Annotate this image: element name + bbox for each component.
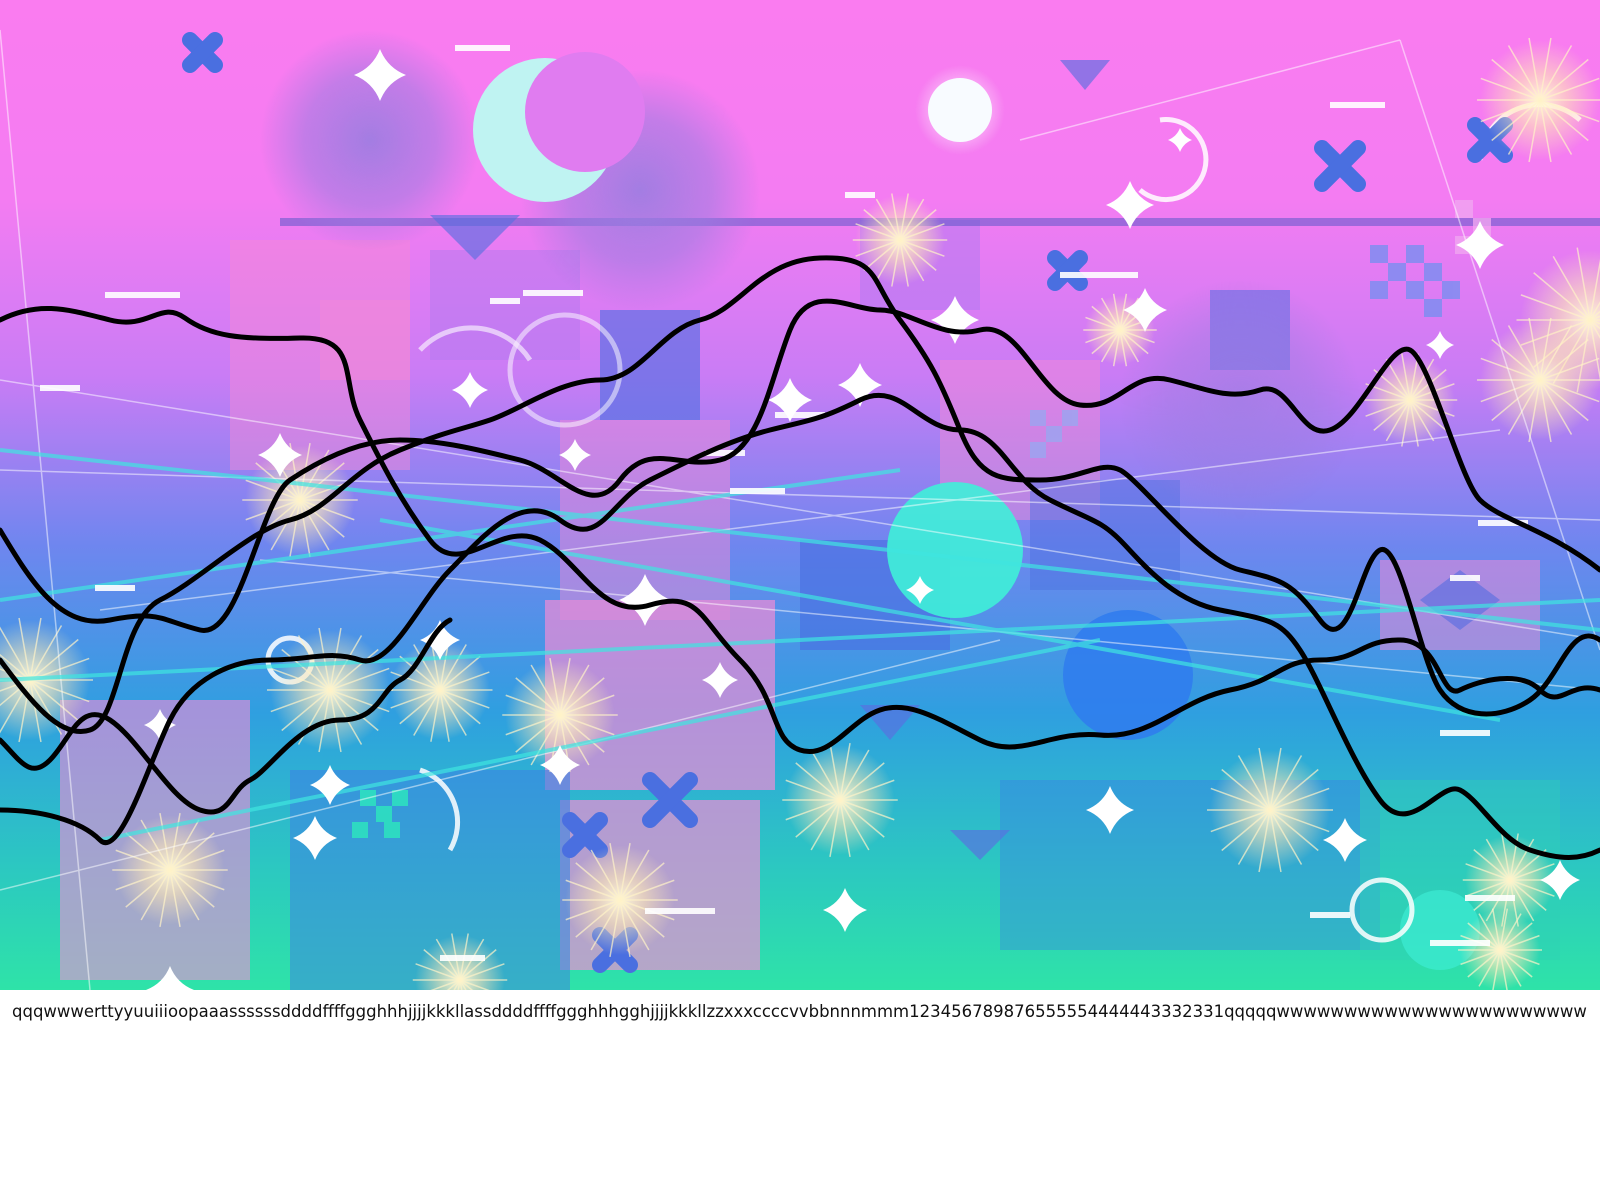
sparkle-icon [1323,818,1367,862]
dash [1060,272,1138,278]
checker-block [352,790,408,838]
burst [1477,317,1600,443]
x-cross [1047,250,1088,291]
dash [1478,520,1528,526]
wave-curve [0,298,1600,633]
dash [1310,912,1350,918]
cyan-orb [887,482,1023,618]
dash [1430,940,1490,946]
artwork-canvas [0,0,1600,990]
ring [507,312,623,428]
caption-text: qqqwwwerttyyuuiiioopaaassssssddddffffggg… [12,1002,1587,1021]
dash [645,908,715,914]
wave-curve [0,392,1600,860]
triangle [950,830,1010,860]
sparkle-icon [1426,331,1454,359]
sparkle-icon [1086,786,1134,834]
sparkle-icon [559,439,591,471]
triangle [430,215,520,260]
sparkle-icon [420,620,460,660]
checker-block [1370,245,1460,317]
dash [105,292,180,298]
sparkle-icon [1106,181,1154,229]
burst [1207,747,1333,873]
sparkle-icon [354,49,406,101]
dash [1465,895,1515,901]
sparkle-icon [452,372,488,408]
dash-glitches [40,45,1528,961]
triangle [1060,60,1110,90]
burst [782,742,898,858]
dash [845,192,875,198]
blue-orb [1063,610,1193,740]
sparkle-icon [906,576,934,604]
dash [455,45,510,51]
burst [562,842,678,958]
dash [40,385,80,391]
purple-burst [1120,280,1360,520]
sparkle-icon [838,363,882,407]
x-cross [182,32,223,73]
sparkle-icon [258,433,302,477]
sparkle-icon [931,296,979,344]
dash [523,290,583,296]
checker-block [1030,410,1078,458]
burst [1462,833,1558,927]
black-curves [0,255,1600,860]
dash [440,955,485,961]
pink-block [320,300,410,380]
dash [490,298,520,304]
dash [730,488,785,494]
burst [1477,37,1600,163]
x-cross [562,812,608,858]
burst [1362,353,1458,447]
sparkle-icon [146,966,194,990]
sparkle-icon [1540,860,1580,900]
wave-curve [0,617,453,815]
sparkle-icon [144,709,176,741]
wave-curve [0,255,1600,734]
abstract-artwork [0,0,1600,990]
sparkle-icon [1456,221,1504,269]
sparkle-icon [540,745,580,785]
sparkle-icon [293,816,337,860]
sparkle-icon [823,888,867,932]
crescent-moon [473,52,645,202]
ring-arc [1138,117,1209,202]
dash [95,585,135,591]
burst [852,193,948,287]
x-cross [642,772,698,828]
dash [1330,102,1385,108]
sun-disc [915,65,1005,155]
blue-block [1030,480,1180,590]
burst [112,812,228,928]
ring-arc [418,325,533,362]
dash [705,450,745,456]
dash [775,412,825,418]
sparkle-icon [619,574,671,626]
dash [1440,730,1490,736]
scratch-lines [0,29,1600,990]
ring [1349,877,1415,943]
sparkle-stars [144,49,1580,990]
purple-burst [260,30,480,250]
sparkle-icon [702,662,738,698]
wave-curve [0,306,1600,755]
sparkle-icon [310,765,350,805]
sparkle-icon [768,378,812,422]
sparkle-icon [1123,288,1167,332]
dash [1450,575,1480,581]
x-cross [1314,140,1366,192]
sparkle-icon [1168,128,1192,152]
